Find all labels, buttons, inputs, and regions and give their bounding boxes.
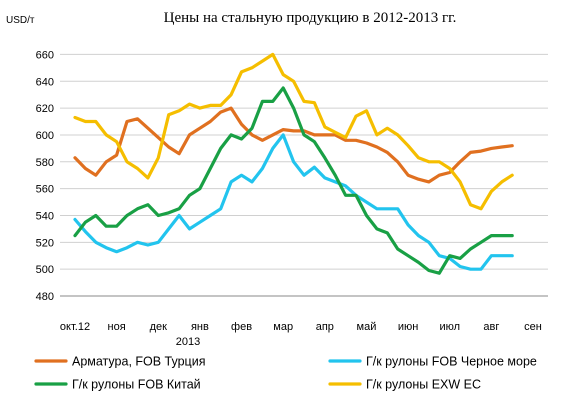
y-tick-label: 620 bbox=[36, 103, 54, 115]
y-tick-label: 480 bbox=[36, 291, 54, 303]
y-tick-label: 660 bbox=[36, 49, 54, 61]
x-tick-label: авг bbox=[483, 321, 499, 333]
x-tick-label: сен bbox=[524, 321, 542, 333]
x-tick-label: дек bbox=[150, 321, 168, 333]
x-tick-label: ноя bbox=[108, 321, 126, 333]
series-line-1 bbox=[73, 106, 514, 184]
y-tick-label: 540 bbox=[36, 210, 54, 222]
x-tick-label: июн bbox=[398, 321, 418, 333]
y-tick-label: 520 bbox=[36, 237, 54, 249]
x-axis-ticks: окт.12 ноя дек янв фев мар апр май июн июл авг сен bbox=[60, 321, 542, 333]
x-tick-label: май bbox=[357, 321, 377, 333]
x-tick-label: окт.12 bbox=[60, 321, 90, 333]
legend: Арматура, FOB Турция Г/к рулоны FOB Черно… bbox=[34, 355, 537, 392]
y-axis-unit: USD/т bbox=[6, 15, 35, 26]
y-tick-label: 640 bbox=[36, 76, 54, 88]
y-tick-label: 560 bbox=[36, 184, 54, 196]
y-tick-label: 580 bbox=[36, 157, 54, 169]
x-tick-label: янв bbox=[191, 321, 209, 333]
x-tick-label: фев bbox=[231, 321, 252, 333]
y-tick-label: 500 bbox=[36, 264, 54, 276]
x-tick-label: мар bbox=[273, 321, 293, 333]
chart-title: Цены на стальную продукцию в 2012-2013 г… bbox=[164, 10, 457, 26]
y-axis-ticks: 480 500 520 540 560 580 600 620 640 660 bbox=[36, 49, 54, 303]
legend-label-4: Г/к рулоны EXW ЕС bbox=[366, 378, 481, 392]
legend-label-1: Арматура, FOB Турция bbox=[72, 355, 205, 369]
legend-label-3: Г/к рулоны FOB Китай bbox=[72, 378, 201, 392]
legend-label-2: Г/к рулоны FOB Черное море bbox=[366, 355, 537, 369]
y-tick-label: 600 bbox=[36, 130, 54, 142]
series-line-3 bbox=[73, 86, 514, 275]
x-axis-year-label: 2013 bbox=[176, 336, 200, 348]
series-line-2 bbox=[73, 133, 514, 271]
x-tick-label: июл bbox=[439, 321, 460, 333]
x-tick-label: апр bbox=[316, 321, 334, 333]
series-lines bbox=[73, 52, 514, 275]
series-line-4 bbox=[73, 52, 514, 211]
